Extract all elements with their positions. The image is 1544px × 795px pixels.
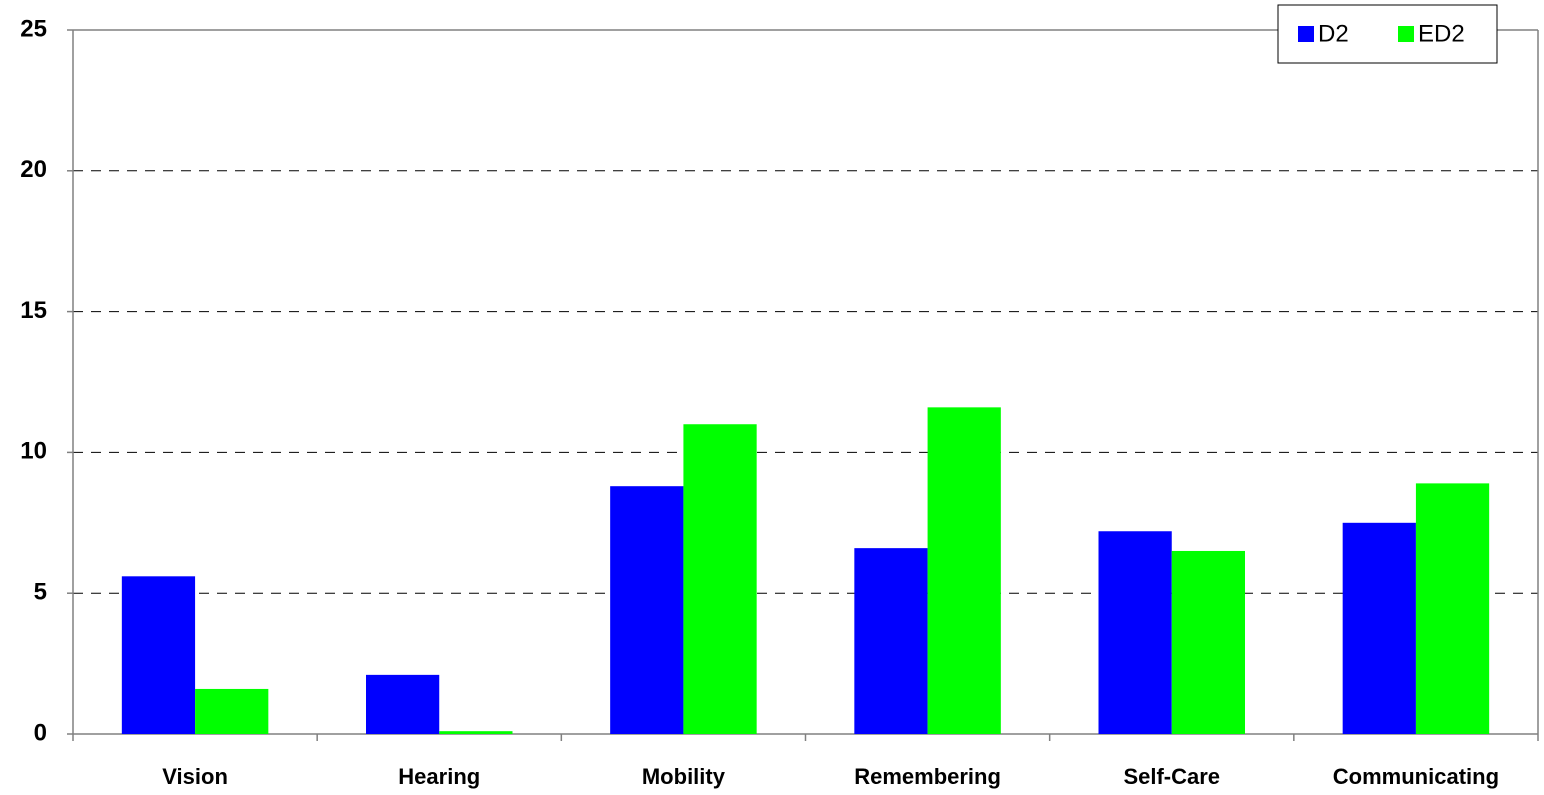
bar (854, 548, 928, 734)
y-tick-label: 25 (20, 15, 47, 42)
y-tick-label: 10 (20, 438, 47, 465)
bar (927, 407, 1001, 734)
y-tick-label: 5 (34, 579, 47, 606)
y-tick-label: 0 (34, 719, 47, 746)
legend-label: D2 (1318, 20, 1349, 47)
bar (195, 688, 269, 734)
bar (1342, 522, 1416, 734)
y-tick-label: 20 (20, 156, 47, 183)
x-tick-label: Remembering (854, 764, 1001, 789)
bar (121, 576, 196, 734)
x-tick-label: Hearing (398, 764, 480, 789)
bar (1171, 550, 1245, 734)
legend-box (1277, 4, 1498, 64)
bar (439, 731, 513, 734)
x-tick-label: Communicating (1333, 764, 1499, 789)
bar (683, 424, 757, 734)
x-tick-label: Self-Care (1123, 764, 1220, 789)
legend-swatch (1398, 26, 1414, 42)
bar (610, 486, 684, 734)
legend-swatch (1298, 26, 1314, 42)
legend-label: ED2 (1418, 20, 1465, 47)
x-tick-label: Vision (162, 764, 228, 789)
y-tick-label: 15 (20, 297, 47, 324)
bar (366, 674, 440, 734)
x-tick-label: Mobility (642, 764, 726, 789)
bar (1098, 531, 1172, 734)
bar (1415, 483, 1490, 734)
